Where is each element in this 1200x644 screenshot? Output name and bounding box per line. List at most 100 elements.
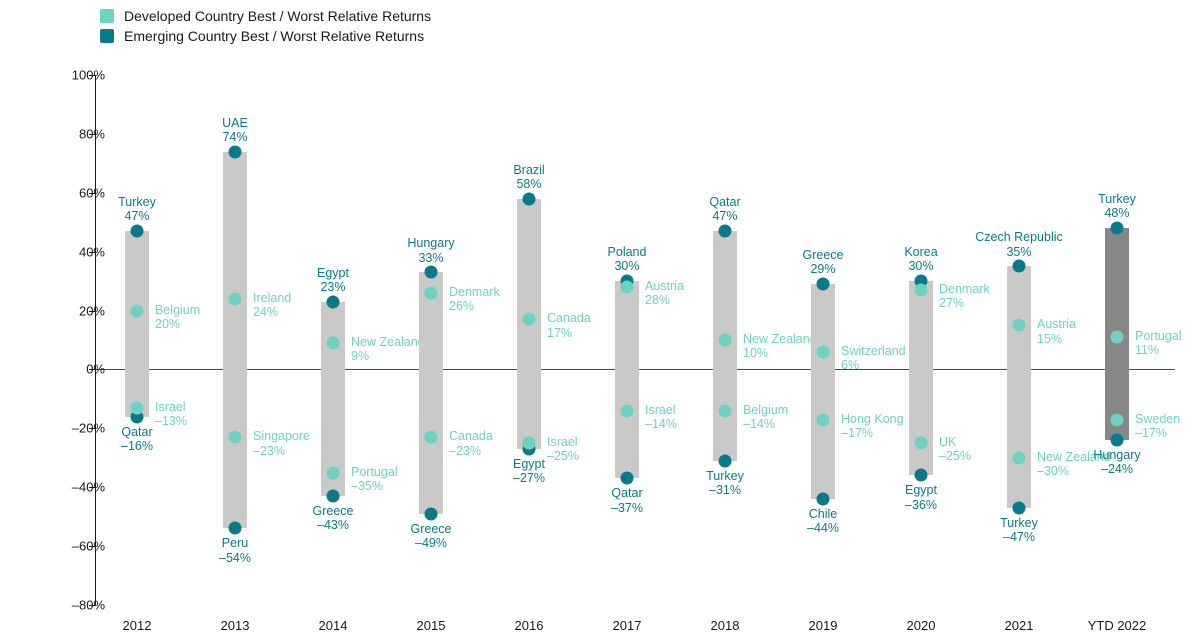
developed-data-label: Singapore–23%	[253, 429, 310, 458]
legend-label-developed: Developed Country Best / Worst Relative …	[124, 8, 431, 24]
emerging-marker	[719, 454, 732, 467]
emerging-data-label: Egypt–27%	[513, 457, 545, 486]
developed-data-label: New Zealand10%	[743, 332, 817, 361]
chart-plot-area: Turkey47%Qatar–16%Belgium20%Israel–13%UA…	[95, 75, 1175, 605]
emerging-marker	[1013, 260, 1026, 273]
legend-item-developed: Developed Country Best / Worst Relative …	[100, 8, 431, 24]
legend-item-emerging: Emerging Country Best / Worst Relative R…	[100, 28, 431, 44]
y-axis-tick-label: –80%	[60, 598, 105, 613]
range-bar	[419, 272, 443, 513]
y-axis-tick-label: 40%	[60, 244, 105, 259]
emerging-data-label: Greece29%	[803, 248, 844, 277]
developed-marker	[425, 431, 438, 444]
developed-data-label: Austria28%	[645, 279, 684, 308]
emerging-data-label: Czech Republic35%	[975, 230, 1063, 259]
range-bar	[223, 152, 247, 529]
y-axis-tick-label: –20%	[60, 421, 105, 436]
developed-marker	[327, 336, 340, 349]
developed-marker	[817, 413, 830, 426]
emerging-data-label: Brazil58%	[513, 163, 544, 192]
developed-data-label: Israel–25%	[547, 435, 579, 464]
emerging-data-label: Peru–54%	[219, 536, 251, 565]
x-axis-category-label: 2019	[783, 618, 863, 633]
emerging-marker	[1111, 222, 1124, 235]
developed-data-label: Belgium20%	[155, 303, 200, 332]
developed-data-label: Canada–23%	[449, 429, 493, 458]
emerging-marker	[915, 469, 928, 482]
legend-label-emerging: Emerging Country Best / Worst Relative R…	[124, 28, 424, 44]
legend-swatch-developed	[100, 9, 114, 23]
developed-data-label: Denmark27%	[939, 282, 990, 311]
y-axis-tick-label: –60%	[60, 539, 105, 554]
developed-marker	[915, 437, 928, 450]
emerging-marker	[327, 295, 340, 308]
x-axis-category-label: 2014	[293, 618, 373, 633]
emerging-data-label: Turkey48%	[1098, 192, 1136, 221]
emerging-data-label: Qatar–16%	[121, 425, 153, 454]
emerging-data-label: Poland30%	[608, 245, 647, 274]
emerging-data-label: Egypt23%	[317, 266, 349, 295]
range-bar	[811, 284, 835, 499]
emerging-marker	[523, 192, 536, 205]
developed-data-label: Israel–14%	[645, 403, 677, 432]
developed-marker	[327, 466, 340, 479]
x-axis-category-label: YTD 2022	[1077, 618, 1157, 633]
developed-marker	[1013, 319, 1026, 332]
emerging-data-label: Greece–43%	[313, 504, 354, 533]
y-axis-tick-label: 0%	[60, 362, 105, 377]
emerging-marker	[229, 145, 242, 158]
emerging-data-label: Korea30%	[904, 245, 937, 274]
emerging-data-label: Hungary–24%	[1093, 448, 1140, 477]
emerging-data-label: UAE74%	[222, 116, 248, 145]
emerging-marker	[425, 266, 438, 279]
emerging-marker	[229, 522, 242, 535]
developed-data-label: Portugal11%	[1135, 329, 1182, 358]
range-bar	[1007, 266, 1031, 507]
range-bar	[615, 281, 639, 478]
x-axis-category-label: 2015	[391, 618, 471, 633]
x-axis-category-label: 2012	[97, 618, 177, 633]
x-axis-category-label: 2017	[587, 618, 667, 633]
developed-marker	[1111, 413, 1124, 426]
emerging-marker	[327, 490, 340, 503]
developed-data-label: New Zealand9%	[351, 335, 425, 364]
developed-marker	[621, 404, 634, 417]
developed-marker	[131, 401, 144, 414]
developed-marker	[425, 286, 438, 299]
y-axis-tick-label: 100%	[60, 68, 105, 83]
emerging-marker	[1013, 501, 1026, 514]
emerging-marker	[131, 225, 144, 238]
legend: Developed Country Best / Worst Relative …	[100, 8, 431, 48]
developed-marker	[229, 292, 242, 305]
x-axis-category-label: 2018	[685, 618, 765, 633]
developed-marker	[817, 345, 830, 358]
emerging-marker	[1111, 434, 1124, 447]
y-axis-tick-label: 20%	[60, 303, 105, 318]
emerging-data-label: Chile–44%	[807, 507, 839, 536]
y-axis-tick-label: 60%	[60, 185, 105, 200]
emerging-data-label: Greece–49%	[411, 522, 452, 551]
developed-data-label: UK–25%	[939, 435, 971, 464]
developed-data-label: Belgium–14%	[743, 403, 788, 432]
emerging-data-label: Qatar–37%	[611, 486, 643, 515]
emerging-marker	[817, 278, 830, 291]
developed-marker	[719, 334, 732, 347]
emerging-marker	[719, 225, 732, 238]
developed-marker	[229, 431, 242, 444]
emerging-data-label: Egypt–36%	[905, 483, 937, 512]
emerging-marker	[425, 507, 438, 520]
developed-data-label: Israel–13%	[155, 400, 187, 429]
y-axis-tick-label: 80%	[60, 126, 105, 141]
developed-data-label: Hong Kong–17%	[841, 412, 904, 441]
developed-marker	[915, 283, 928, 296]
developed-data-label: Austria15%	[1037, 317, 1076, 346]
y-axis-tick-label: –40%	[60, 480, 105, 495]
range-bar	[125, 231, 149, 417]
emerging-data-label: Turkey–47%	[1000, 516, 1038, 545]
developed-marker	[719, 404, 732, 417]
emerging-data-label: Turkey–31%	[706, 469, 744, 498]
emerging-marker	[621, 472, 634, 485]
x-axis-category-label: 2013	[195, 618, 275, 633]
developed-data-label: Switzerland6%	[841, 344, 906, 373]
developed-data-label: Canada17%	[547, 311, 591, 340]
